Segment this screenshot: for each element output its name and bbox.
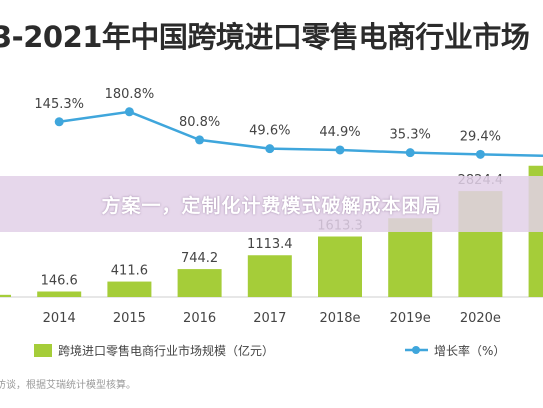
growth-label-2019e: 35.3% [390,128,431,143]
x-tick-2015: 2015 [113,311,146,326]
bar-label-2016: 744.2 [181,251,218,266]
x-tick-2020e: 2020e [460,311,501,326]
growth-label-2017: 49.6% [249,124,290,139]
growth-point-2018e [335,145,345,155]
growth-point-2014 [54,117,64,127]
bar-label-2014: 146.6 [41,274,78,289]
x-tick-2016: 2016 [183,311,216,326]
bar-2018e [318,236,362,297]
overlay-banner-text: 方案一，定制化计费模式破解成本困局 [101,195,442,217]
growth-label-2014: 145.3% [34,97,84,112]
x-tick-2019e: 2019e [390,311,431,326]
x-tick-2018e: 2018e [319,311,360,326]
x-tick-2017: 2017 [253,311,286,326]
legend-swatch-bar [34,344,52,357]
growth-point-2015 [124,107,134,117]
growth-point-2020e [475,149,485,159]
legend-swatch-marker [412,346,420,354]
bar-2017 [247,255,292,297]
x-tick-2014: 2014 [43,311,76,326]
growth-point-2017 [265,144,275,154]
bar-2015 [107,281,152,297]
growth-point-2019e [405,148,415,158]
growth-label-2020e: 29.4% [460,129,501,144]
overlay-banner [0,176,543,232]
bar-2013 [0,294,11,297]
legend-label-bar: 跨境进口零售电商行业市场规模（亿元） [58,343,274,358]
bar-2014 [37,291,82,297]
growth-label-2015: 180.8% [105,87,155,102]
chart-title: 3-2021年中国跨境进口零售电商行业市场 [0,20,530,54]
footnote: 访谈，根据艾瑞统计模型核算。 [0,380,136,391]
bar-label-2017: 1113.4 [247,237,293,252]
growth-line [59,110,543,157]
growth-label-2018e: 44.9% [319,125,360,140]
growth-label-2016: 80.8% [179,115,220,130]
legend-label-line: 增长率（%） [434,343,505,358]
bar-2016 [177,269,222,297]
growth-point-2016 [195,135,205,145]
bar-label-2015: 411.6 [111,264,148,279]
